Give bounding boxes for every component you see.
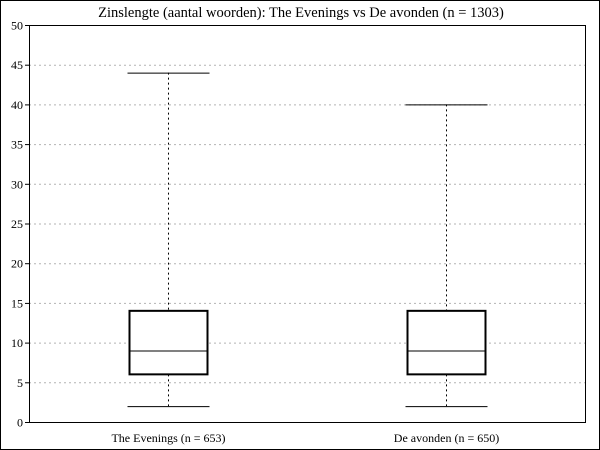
category-label: The Evenings (n = 653) [111,431,225,445]
y-tick-label: 35 [11,138,23,152]
y-tick-label: 0 [17,416,23,430]
y-tick-label: 5 [17,376,23,390]
box-layer [127,72,488,408]
box-group [127,72,210,408]
iqr-box [406,309,487,376]
label-layer: 0 5 10 15 20 25 30 35 40 45 50 The Evenings (n = 65… [11,19,499,446]
category-label: De avonden (n = 650) [394,431,499,445]
chart-title: Zinslengte (aantal woorden): The Evening… [98,5,504,21]
y-tick-label: 20 [11,257,23,271]
y-tick-label: 50 [11,19,23,33]
plot-area-border [29,25,586,423]
y-tick-label: 10 [11,336,23,350]
y-tick-label: 45 [11,58,23,72]
y-tick-label: 30 [11,177,23,191]
y-tick-label: 40 [11,98,23,112]
grid-layer [29,64,585,384]
iqr-box [128,309,209,376]
box-group [405,104,488,408]
y-tick-label: 25 [11,217,23,231]
axis-layer [25,25,586,423]
y-tick-label: 15 [11,296,23,310]
